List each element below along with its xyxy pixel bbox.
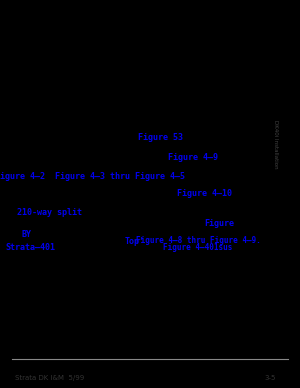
Text: Figure 4–2  Figure 4–3 thru Figure 4–5: Figure 4–2 Figure 4–3 thru Figure 4–5 xyxy=(0,172,185,181)
Text: Figure: Figure xyxy=(204,218,234,228)
Text: Figure 4–8 thru Figure 4–9.: Figure 4–8 thru Figure 4–9. xyxy=(136,236,260,245)
Text: Strata–401: Strata–401 xyxy=(5,242,55,252)
Text: Figure 4–401sus: Figure 4–401sus xyxy=(163,242,233,252)
Text: BY: BY xyxy=(22,230,32,239)
Text: Figure 53: Figure 53 xyxy=(138,133,183,142)
Text: Figure 4–9: Figure 4–9 xyxy=(169,152,218,162)
Text: Top’: Top’ xyxy=(125,237,145,246)
Text: Figure 4–10: Figure 4–10 xyxy=(176,189,232,198)
Text: DK40i Installation: DK40i Installation xyxy=(274,120,278,169)
Text: 3-5: 3-5 xyxy=(265,374,276,381)
Text: 210-way split: 210-way split xyxy=(17,208,82,217)
Text: Strata DK I&M  5/99: Strata DK I&M 5/99 xyxy=(15,374,84,381)
